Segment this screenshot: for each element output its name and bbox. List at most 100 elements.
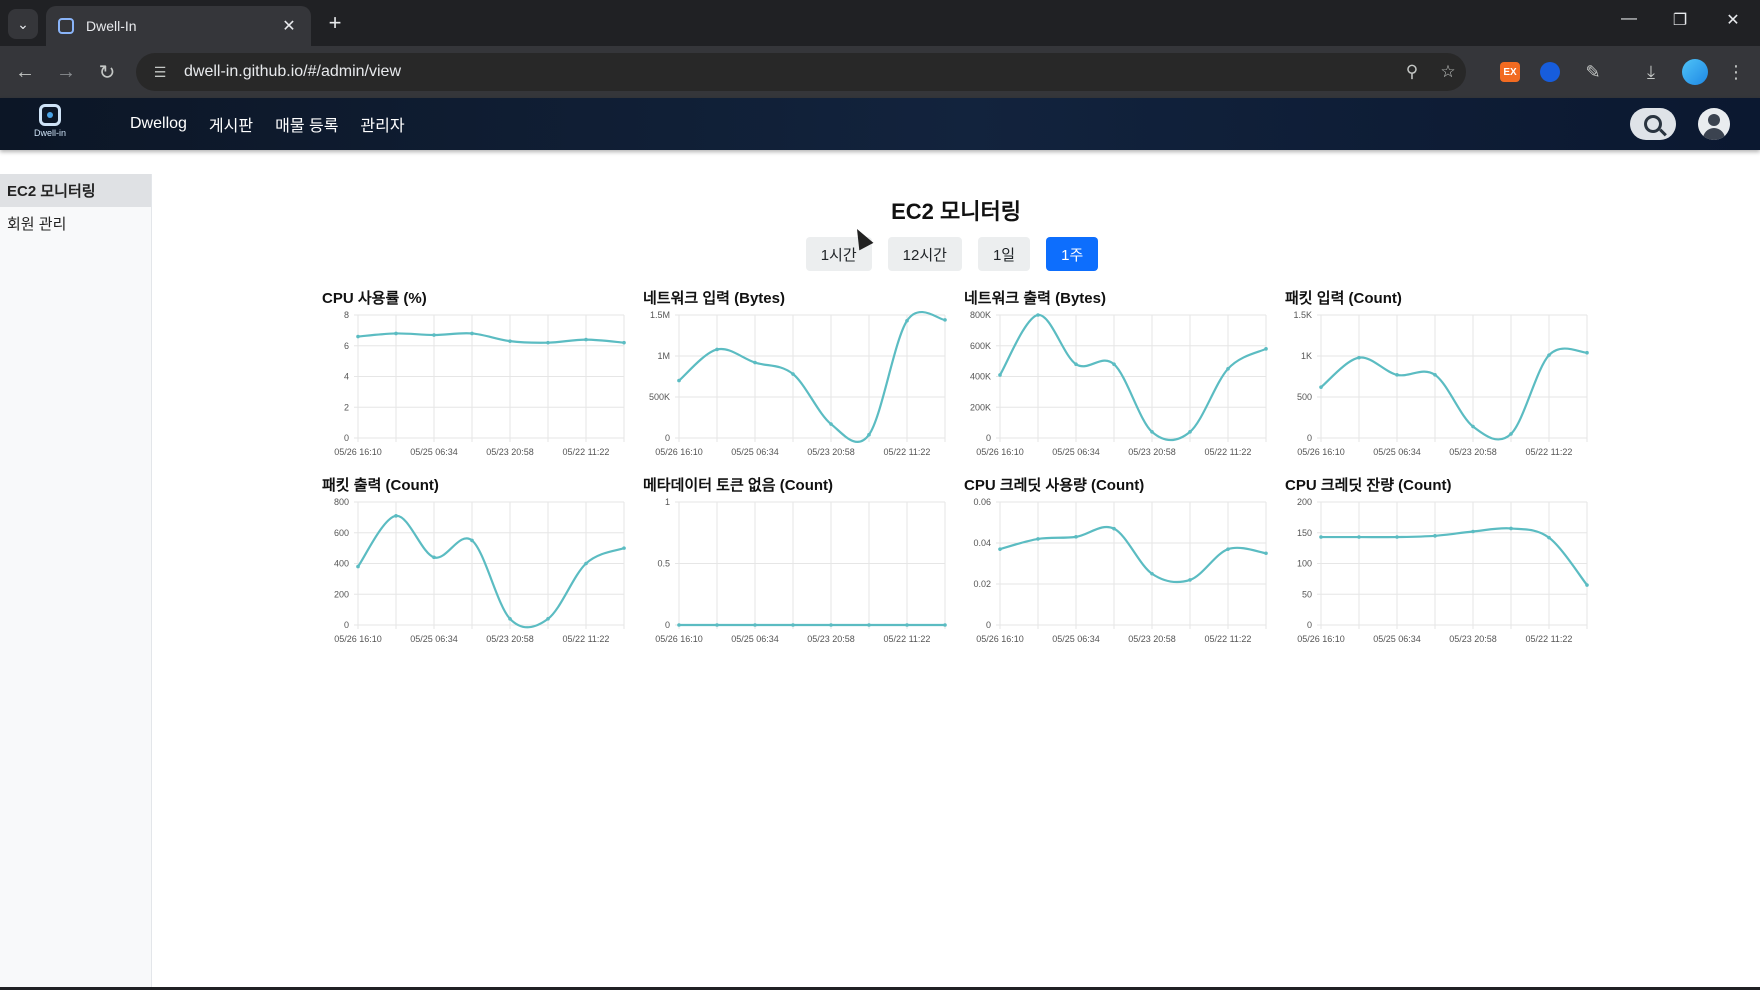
- data-point[interactable]: [1188, 578, 1192, 582]
- range-button-1w[interactable]: 1주: [1046, 237, 1099, 271]
- data-point[interactable]: [1264, 347, 1268, 351]
- data-point[interactable]: [829, 422, 833, 426]
- data-point[interactable]: [1509, 526, 1513, 531]
- browser-menu-icon[interactable]: ⋮: [1727, 61, 1745, 82]
- data-point[interactable]: [622, 340, 626, 345]
- url-text[interactable]: dwell-in.github.io/#/admin/view: [184, 63, 401, 80]
- data-point[interactable]: [584, 337, 588, 342]
- data-point[interactable]: [584, 561, 588, 566]
- menu-item-admin[interactable]: 관리자: [360, 118, 405, 135]
- data-point[interactable]: [905, 318, 909, 323]
- data-point[interactable]: [1509, 432, 1513, 436]
- address-bar[interactable]: ☰ dwell-in.github.io/#/admin/view ⚲ ☆: [136, 53, 1466, 91]
- data-point[interactable]: [1433, 534, 1437, 538]
- range-button-1h[interactable]: 1시간: [805, 237, 872, 271]
- data-point[interactable]: [791, 372, 795, 376]
- data-point[interactable]: [998, 547, 1002, 551]
- data-point[interactable]: [715, 347, 719, 352]
- data-point[interactable]: [508, 339, 512, 343]
- data-point[interactable]: [753, 360, 757, 365]
- data-point[interactable]: [1357, 535, 1361, 539]
- data-point[interactable]: [470, 331, 474, 336]
- data-point[interactable]: [829, 623, 833, 627]
- data-point[interactable]: [1150, 430, 1154, 434]
- reload-icon[interactable]: ↻: [98, 61, 116, 84]
- browser-tab[interactable]: Dwell-In ✕: [46, 6, 311, 46]
- new-tab-button[interactable]: +: [328, 10, 342, 35]
- extensions-puzzle-icon[interactable]: ✎: [1585, 61, 1601, 82]
- zoom-icon[interactable]: ⚲: [1405, 62, 1419, 81]
- data-point[interactable]: [1319, 385, 1323, 389]
- data-point[interactable]: [1112, 362, 1116, 366]
- data-point[interactable]: [753, 623, 757, 627]
- data-point[interactable]: [1074, 362, 1078, 366]
- data-point[interactable]: [1036, 537, 1040, 541]
- data-point[interactable]: [998, 373, 1002, 377]
- data-point[interactable]: [943, 623, 947, 627]
- data-point[interactable]: [677, 378, 681, 383]
- close-window-icon[interactable]: ✕: [1726, 12, 1740, 29]
- data-point[interactable]: [356, 334, 360, 339]
- search-button[interactable]: [1630, 108, 1676, 140]
- data-point[interactable]: [1395, 535, 1399, 539]
- data-point[interactable]: [1585, 350, 1589, 355]
- site-info-icon[interactable]: ☰: [153, 63, 167, 80]
- profile-avatar-icon[interactable]: [1682, 59, 1708, 85]
- data-point[interactable]: [1226, 367, 1230, 371]
- data-point[interactable]: [1319, 535, 1323, 539]
- data-point[interactable]: [394, 331, 398, 336]
- data-point[interactable]: [1036, 313, 1040, 317]
- data-point[interactable]: [1188, 430, 1192, 434]
- data-point[interactable]: [943, 318, 947, 322]
- data-point[interactable]: [677, 623, 681, 627]
- x-tick-label: 05/23 20:58: [1128, 634, 1176, 644]
- data-point[interactable]: [867, 432, 871, 437]
- data-point[interactable]: [791, 623, 795, 627]
- data-point[interactable]: [1471, 424, 1475, 429]
- data-point[interactable]: [1471, 529, 1475, 534]
- back-icon[interactable]: ←: [15, 60, 35, 83]
- data-point[interactable]: [356, 564, 360, 569]
- range-button-12h[interactable]: 12시간: [887, 237, 962, 271]
- data-point[interactable]: [1112, 526, 1116, 531]
- download-icon[interactable]: ⤓: [1647, 61, 1655, 82]
- data-point[interactable]: [470, 538, 474, 543]
- data-point[interactable]: [1585, 583, 1589, 587]
- data-point[interactable]: [1357, 355, 1361, 360]
- data-point[interactable]: [508, 617, 512, 621]
- menu-item-listing-register[interactable]: 매물 등록: [275, 118, 339, 135]
- bookmark-star-icon[interactable]: ☆: [1440, 62, 1456, 81]
- menu-item-board[interactable]: 게시판: [208, 118, 254, 135]
- data-point[interactable]: [1547, 535, 1551, 540]
- data-point[interactable]: [715, 623, 719, 627]
- data-point[interactable]: [1395, 373, 1399, 377]
- tab-search-button[interactable]: ⌄: [8, 9, 38, 39]
- x-tick-label: 05/25 06:34: [1052, 447, 1100, 457]
- data-point[interactable]: [905, 623, 909, 627]
- sidebar-item-ec2-monitoring[interactable]: EC2 모니터링: [0, 174, 151, 207]
- minimize-icon[interactable]: —: [1621, 10, 1637, 27]
- range-button-1d[interactable]: 1일: [977, 237, 1031, 271]
- data-point[interactable]: [1150, 571, 1154, 576]
- data-point[interactable]: [394, 514, 398, 518]
- extension-ex-icon[interactable]: EX: [1500, 62, 1520, 82]
- data-point[interactable]: [622, 546, 626, 550]
- data-point[interactable]: [1264, 551, 1268, 556]
- data-point[interactable]: [1226, 547, 1230, 551]
- app-logo[interactable]: Dwell-in: [30, 104, 70, 144]
- data-point[interactable]: [432, 333, 436, 337]
- menu-item-dwellog[interactable]: Dwellog: [130, 115, 187, 132]
- restore-icon[interactable]: ❐: [1672, 12, 1688, 29]
- password-manager-icon[interactable]: [1540, 62, 1560, 82]
- data-point[interactable]: [867, 623, 871, 627]
- data-point[interactable]: [546, 340, 550, 345]
- close-tab-icon[interactable]: ✕: [282, 18, 296, 35]
- data-point[interactable]: [1547, 353, 1551, 357]
- user-menu-button[interactable]: [1698, 108, 1730, 140]
- data-point[interactable]: [546, 617, 550, 621]
- sidebar-item-member-management[interactable]: 회원 관리: [7, 216, 67, 233]
- data-point[interactable]: [1074, 535, 1078, 539]
- data-point[interactable]: [432, 555, 436, 560]
- forward-icon[interactable]: →: [56, 60, 76, 83]
- data-point[interactable]: [1433, 373, 1437, 377]
